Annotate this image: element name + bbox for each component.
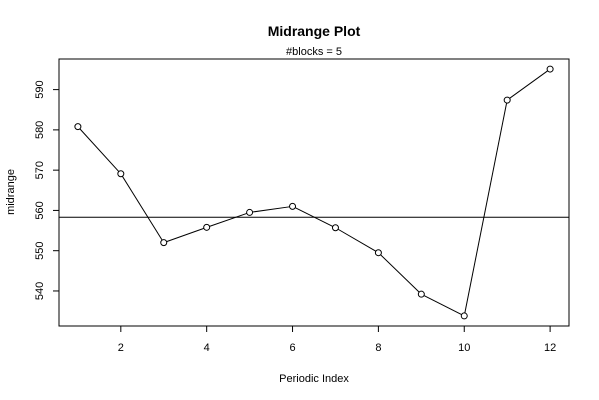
series-segment xyxy=(209,212,247,227)
y-axis-label: midrange xyxy=(5,169,17,215)
y-tick-label: 540 xyxy=(34,282,46,300)
y-tick-label: 560 xyxy=(34,201,46,219)
series-segment xyxy=(252,206,290,213)
series-segment xyxy=(380,254,420,293)
data-point xyxy=(503,96,511,104)
data-point xyxy=(74,123,82,131)
data-point xyxy=(546,65,554,73)
series-segment xyxy=(166,227,205,243)
x-tick-label: 10 xyxy=(458,342,470,354)
y-tick-label: 570 xyxy=(34,161,46,179)
x-tick-label: 2 xyxy=(118,342,124,354)
plot-frame xyxy=(58,58,570,327)
x-tick-label: 8 xyxy=(375,342,381,354)
series-segment xyxy=(121,176,163,241)
axes: 2 4 6 8 10 12 540 550 560 570 580 590 xyxy=(34,80,556,354)
data-point xyxy=(289,202,297,210)
data-point xyxy=(117,170,125,178)
data-point xyxy=(246,208,254,216)
data-point xyxy=(160,239,168,247)
data-point xyxy=(331,224,339,232)
x-tick-label: 4 xyxy=(204,342,210,354)
series-segment xyxy=(79,128,120,172)
x-axis-label: Periodic Index xyxy=(279,373,349,385)
y-tick-label: 580 xyxy=(34,121,46,139)
data-point xyxy=(460,312,468,320)
data-point xyxy=(203,223,211,231)
data-point xyxy=(374,249,382,257)
series-segment xyxy=(423,295,462,316)
x-tick-label: 12 xyxy=(544,342,556,354)
series-segment xyxy=(509,70,548,99)
data-point xyxy=(417,290,425,298)
series-segment xyxy=(464,102,508,314)
series-midrange xyxy=(74,65,554,320)
chart-title: Midrange Plot xyxy=(268,23,361,39)
x-tick-label: 6 xyxy=(289,342,295,354)
y-tick-label: 550 xyxy=(34,242,46,260)
chart-subtitle: #blocks = 5 xyxy=(286,46,342,58)
y-tick-label: 590 xyxy=(34,80,46,98)
series-segment xyxy=(337,228,377,252)
series-segment xyxy=(294,207,334,227)
